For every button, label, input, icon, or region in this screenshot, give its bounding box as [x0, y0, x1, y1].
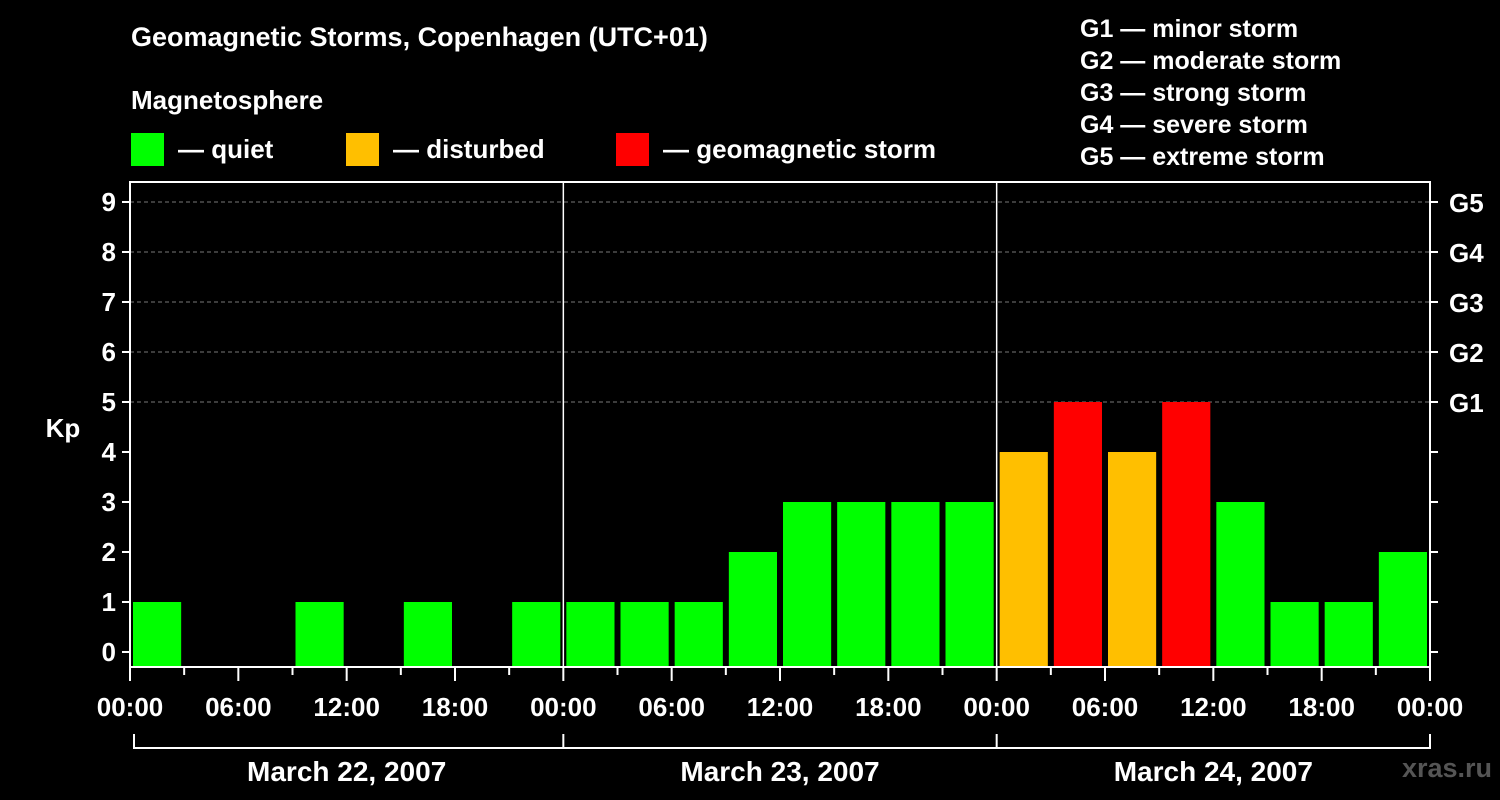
bar — [1378, 552, 1427, 667]
x-tick-label: 06:00 — [205, 692, 272, 722]
x-tick-label: 18:00 — [1288, 692, 1355, 722]
y-tick-label: 0 — [102, 637, 116, 667]
x-tick-label: 18:00 — [855, 692, 922, 722]
bar — [1270, 602, 1319, 667]
x-tick-label: 12:00 — [313, 692, 380, 722]
bar — [783, 502, 832, 667]
x-tick-label: 00:00 — [963, 692, 1030, 722]
y-tick-label: 9 — [102, 187, 116, 217]
storm-scale-g2: G2 — moderate storm — [1080, 47, 1342, 75]
watermark: xras.ru — [1401, 753, 1492, 783]
y-tick-label: 8 — [102, 237, 116, 267]
x-tick-label: 00:00 — [1397, 692, 1464, 722]
legend-label-disturbed: — disturbed — [393, 134, 545, 164]
y-tick-label: 5 — [102, 387, 116, 417]
bar — [837, 502, 886, 667]
storm-level-label: G3 — [1449, 288, 1484, 318]
legend-item-disturbed: — disturbed — [346, 133, 545, 166]
storm-level-label: G4 — [1449, 238, 1484, 268]
bar — [1053, 402, 1102, 667]
storm-scale-g5: G5 — extreme storm — [1080, 143, 1325, 171]
legend-label-storm: — geomagnetic storm — [663, 134, 937, 164]
legend-swatch-disturbed — [346, 133, 379, 166]
bar — [999, 452, 1048, 667]
storm-scale-g1: G1 — minor storm — [1080, 15, 1299, 43]
x-tick-label: 12:00 — [1180, 692, 1247, 722]
y-axis-label: Kp — [46, 413, 81, 443]
bar — [945, 502, 994, 667]
storm-level-label: G2 — [1449, 338, 1484, 368]
x-tick-label: 00:00 — [97, 692, 164, 722]
bar — [674, 602, 723, 667]
day-label: March 24, 2007 — [1114, 756, 1313, 787]
legend-swatch-storm — [616, 133, 649, 166]
y-tick-label: 2 — [102, 537, 116, 567]
bar — [620, 602, 669, 667]
bar — [1216, 502, 1265, 667]
x-tick-label: 12:00 — [747, 692, 814, 722]
x-tick-label: 00:00 — [530, 692, 597, 722]
legend-swatch-quiet — [131, 133, 164, 166]
x-tick-label: 06:00 — [638, 692, 705, 722]
day-label: March 23, 2007 — [680, 756, 879, 787]
x-tick-label: 18:00 — [422, 692, 489, 722]
storm-level-label: G1 — [1449, 388, 1484, 418]
bar — [133, 602, 182, 667]
bar — [566, 602, 615, 667]
bar — [295, 602, 344, 667]
day-label: March 22, 2007 — [247, 756, 446, 787]
y-tick-label: 3 — [102, 487, 116, 517]
storm-scale-legend: G1 — minor storm G2 — moderate storm G3 … — [1080, 13, 1341, 173]
y-tick-label: 1 — [102, 587, 116, 617]
storm-level-label: G5 — [1449, 188, 1484, 218]
bar — [1108, 452, 1157, 667]
chart-title: Geomagnetic Storms, Copenhagen (UTC+01) — [131, 22, 708, 52]
bar — [512, 602, 561, 667]
legend-heading: Magnetosphere — [131, 85, 324, 115]
y-tick-label: 6 — [102, 337, 116, 367]
bar — [403, 602, 452, 667]
legend-item-quiet: — quiet — [131, 133, 273, 166]
legend-label-quiet: — quiet — [178, 134, 274, 164]
y-tick-label: 7 — [102, 287, 116, 317]
storm-scale-g3: G3 — strong storm — [1080, 79, 1307, 107]
bar — [1324, 602, 1373, 667]
bar — [728, 552, 777, 667]
storm-scale-g4: G4 — severe storm — [1080, 111, 1308, 139]
legend-item-storm: — geomagnetic storm — [616, 133, 936, 166]
bar — [891, 502, 940, 667]
y-tick-label: 4 — [102, 437, 117, 467]
bar — [1162, 402, 1211, 667]
x-tick-label: 06:00 — [1072, 692, 1139, 722]
